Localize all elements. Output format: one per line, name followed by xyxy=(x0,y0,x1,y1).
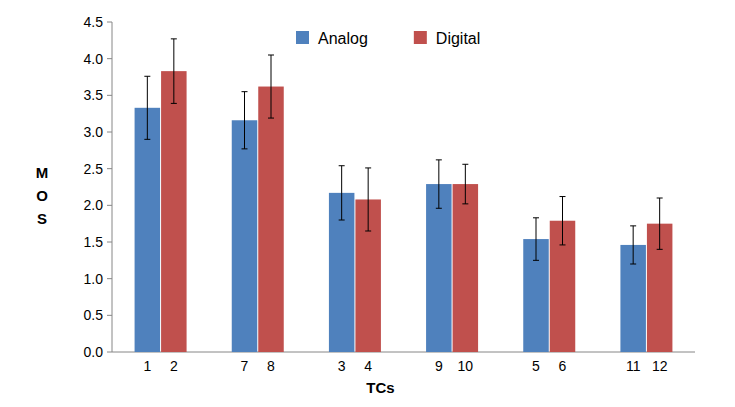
bar-label: 7 xyxy=(241,358,249,374)
bar-label: 5 xyxy=(532,358,540,374)
y-tick-label: 3.0 xyxy=(84,124,104,140)
bar-label: 9 xyxy=(435,358,443,374)
bar-label: 11 xyxy=(626,358,641,374)
error-bar xyxy=(533,218,539,261)
bar xyxy=(232,120,258,352)
error-bar xyxy=(171,39,177,104)
error-bar xyxy=(462,164,468,204)
legend-swatch xyxy=(296,31,309,44)
bars xyxy=(135,71,673,352)
legend-item: Analog xyxy=(296,30,368,47)
chart: 0.00.51.01.52.02.53.03.54.04.51278349105… xyxy=(0,0,735,407)
error-bar xyxy=(657,198,663,249)
bar xyxy=(258,87,284,352)
error-bar xyxy=(339,166,345,220)
y-tick xyxy=(107,132,112,133)
y-axis xyxy=(112,22,113,352)
x-axis xyxy=(112,352,695,353)
error-bar xyxy=(436,160,442,208)
bar xyxy=(161,71,187,352)
legend-label: Analog xyxy=(318,30,368,47)
error-bar xyxy=(365,168,371,231)
y-tick xyxy=(107,352,112,353)
bar-label: 10 xyxy=(458,358,474,374)
bar-label: 1 xyxy=(143,358,151,374)
bar xyxy=(453,184,479,352)
y-tick xyxy=(107,205,112,206)
error-bar xyxy=(242,92,248,149)
error-bar xyxy=(560,197,566,245)
bar-label: 2 xyxy=(170,358,178,374)
bar-label: 3 xyxy=(338,358,346,374)
bar xyxy=(426,184,452,352)
y-tick-label: 1.0 xyxy=(84,271,104,287)
y-tick xyxy=(107,22,112,23)
error-bars xyxy=(144,39,662,264)
bar-label: 4 xyxy=(364,358,372,374)
y-tick xyxy=(107,278,112,279)
y-tick-label: 0.5 xyxy=(84,307,104,323)
y-tick-label: 3.5 xyxy=(84,87,104,103)
y-axis-label: MOS xyxy=(36,164,49,227)
error-bar xyxy=(630,226,636,264)
y-tick-label: 2.5 xyxy=(84,161,104,177)
y-tick-label: 4.5 xyxy=(84,14,104,30)
y-tick xyxy=(107,95,112,96)
y-tick-label: 2.0 xyxy=(84,197,104,213)
bar-label: 8 xyxy=(267,358,275,374)
y-tick-label: 1.5 xyxy=(84,234,104,250)
bar xyxy=(135,108,161,352)
y-tick-label: 0.0 xyxy=(84,344,104,360)
y-tick xyxy=(107,58,112,59)
y-tick xyxy=(107,168,112,169)
y-tick-label: 4.0 xyxy=(84,51,104,67)
legend-label: Digital xyxy=(436,30,480,47)
y-tick xyxy=(107,242,112,243)
legend-item: Digital xyxy=(414,30,480,47)
error-bar xyxy=(268,55,274,118)
error-bar xyxy=(144,76,150,139)
x-axis-label: TCs xyxy=(366,379,394,396)
bar-label: 6 xyxy=(559,358,567,374)
legend-swatch xyxy=(414,31,427,44)
bar-label: 12 xyxy=(652,358,668,374)
y-tick xyxy=(107,315,112,316)
